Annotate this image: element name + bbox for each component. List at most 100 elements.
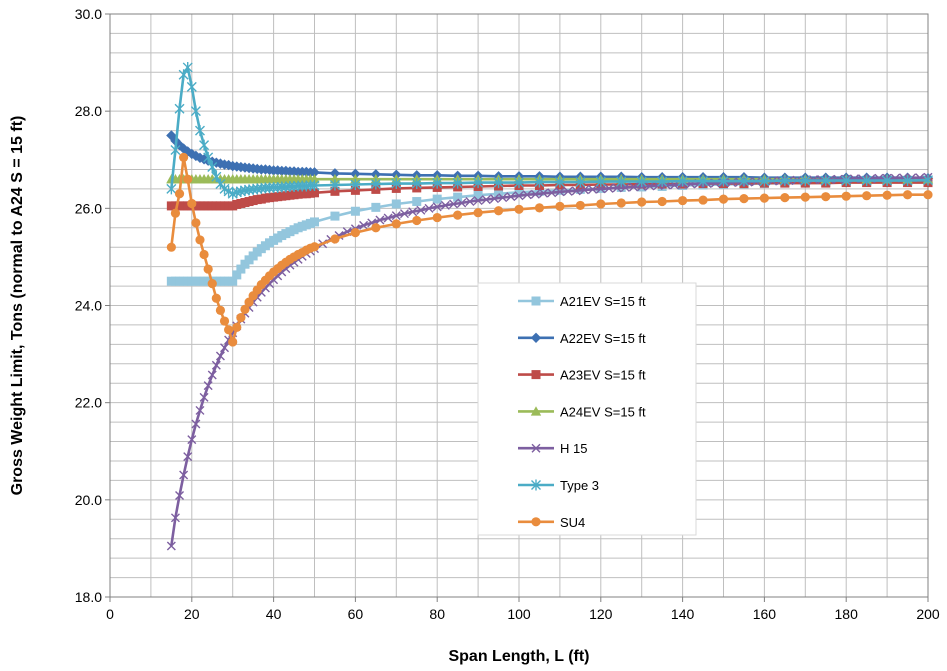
data-point-su4 bbox=[330, 234, 340, 244]
data-point-h-15 bbox=[481, 195, 491, 205]
data-point-h-15 bbox=[604, 183, 614, 193]
y-tick-label: 24.0 bbox=[75, 298, 102, 314]
data-point-h-15 bbox=[440, 200, 450, 210]
data-point-su4 bbox=[224, 325, 234, 335]
legend-item-a24ev-s-15-ft: A24EV S=15 ft bbox=[518, 404, 646, 419]
data-point-type-3 bbox=[174, 103, 185, 115]
data-point-su4 bbox=[219, 316, 230, 326]
data-point-type-3 bbox=[779, 175, 790, 187]
data-point-su4 bbox=[199, 249, 209, 260]
data-point-su4 bbox=[841, 191, 851, 201]
legend-item-a23ev-s-15-ft: A23EV S=15 ft bbox=[518, 368, 646, 383]
data-point-type-3 bbox=[194, 125, 205, 137]
x-tick-label: 140 bbox=[671, 606, 695, 622]
data-point-su4 bbox=[514, 204, 524, 214]
data-point-h-15 bbox=[215, 351, 225, 361]
data-point-su4 bbox=[391, 219, 401, 229]
data-point-type-3 bbox=[882, 175, 893, 187]
y-tick-label: 20.0 bbox=[75, 492, 102, 508]
data-point-a21ev-s-15-ft bbox=[534, 186, 544, 196]
data-point-type-3 bbox=[166, 183, 177, 195]
data-point-su4 bbox=[902, 190, 913, 200]
data-point-h-15 bbox=[211, 360, 221, 370]
data-point-a21ev-s-15-ft bbox=[371, 202, 381, 212]
x-tick-label: 160 bbox=[753, 606, 777, 622]
legend-label: A23EV S=15 ft bbox=[560, 368, 646, 383]
data-point-su4 bbox=[203, 264, 213, 274]
data-point-type-3 bbox=[820, 175, 831, 187]
x-axis-title: Span Length, L (ft) bbox=[448, 648, 589, 665]
x-tick-label: 80 bbox=[429, 606, 445, 622]
legend-marker bbox=[530, 332, 542, 343]
legend-item-h-15: H 15 bbox=[518, 441, 587, 456]
legend-items: A21EV S=15 ft A22EV S=15 ft A23EV S=15 ft A… bbox=[518, 294, 646, 530]
data-point-su4 bbox=[882, 190, 892, 200]
data-point-h-15 bbox=[514, 191, 524, 201]
data-point-su4 bbox=[739, 194, 749, 204]
data-point-a22ev-s-15-ft bbox=[178, 143, 189, 154]
y-tick-label: 18.0 bbox=[75, 589, 102, 605]
data-point-su4 bbox=[211, 293, 221, 303]
data-point-a21ev-s-15-ft bbox=[453, 192, 463, 202]
data-point-su4 bbox=[453, 210, 463, 220]
data-point-su4 bbox=[195, 235, 205, 245]
data-point-a21ev-s-15-ft bbox=[514, 187, 524, 197]
data-point-h-15 bbox=[399, 209, 409, 219]
data-point-type-3 bbox=[350, 179, 361, 191]
data-point-type-3 bbox=[575, 176, 586, 188]
data-point-h-15 bbox=[195, 405, 205, 415]
data-point-h-15 bbox=[166, 541, 176, 551]
data-point-a22ev-s-15-ft bbox=[309, 167, 320, 178]
data-point-su4 bbox=[821, 192, 831, 202]
data-point-su4 bbox=[718, 194, 729, 204]
data-point-su4 bbox=[174, 189, 185, 199]
data-point-su4 bbox=[473, 208, 483, 218]
data-point-h-15 bbox=[207, 370, 217, 380]
legend-label: A24EV S=15 ft bbox=[560, 404, 646, 419]
series-su4 bbox=[166, 152, 933, 347]
data-point-type-3 bbox=[329, 179, 340, 191]
data-point-h-15 bbox=[359, 220, 369, 230]
data-point-type-3 bbox=[841, 175, 852, 187]
legend-label: A22EV S=15 ft bbox=[560, 331, 646, 346]
data-point-h-15 bbox=[465, 197, 475, 207]
data-point-su4 bbox=[207, 279, 217, 289]
data-point-type-3 bbox=[370, 178, 381, 190]
data-point-h-15 bbox=[579, 185, 589, 195]
legend-marker bbox=[530, 406, 542, 416]
data-point-su4 bbox=[170, 208, 181, 218]
data-point-type-3 bbox=[170, 144, 181, 156]
data-point-h-15 bbox=[179, 470, 189, 480]
data-point-su4 bbox=[780, 193, 790, 203]
legend-item-a21ev-s-15-ft: A21EV S=15 ft bbox=[518, 294, 646, 309]
data-point-su4 bbox=[215, 305, 226, 315]
data-point-h-15 bbox=[416, 205, 426, 215]
data-point-type-3 bbox=[452, 177, 463, 189]
data-point-type-3 bbox=[391, 178, 402, 190]
x-tick-label: 120 bbox=[589, 606, 613, 622]
data-point-su4 bbox=[862, 191, 872, 201]
data-point-type-3 bbox=[514, 177, 524, 189]
data-point-h-15 bbox=[547, 188, 557, 198]
data-point-h-15 bbox=[383, 213, 393, 223]
data-point-su4 bbox=[350, 228, 360, 238]
data-point-h-15 bbox=[473, 196, 483, 206]
data-point-type-3 bbox=[800, 175, 811, 187]
legend-label: A21EV S=15 ft bbox=[560, 294, 646, 309]
data-point-type-3 bbox=[616, 176, 627, 188]
y-tick-label: 22.0 bbox=[75, 395, 102, 411]
data-point-type-3 bbox=[595, 176, 606, 188]
legend-marker bbox=[531, 479, 541, 491]
data-point-h-15 bbox=[522, 190, 532, 200]
x-tick-label: 60 bbox=[348, 606, 364, 622]
data-point-su4 bbox=[637, 197, 647, 207]
data-point-a22ev-s-15-ft bbox=[329, 168, 341, 179]
data-point-a21ev-s-15-ft bbox=[350, 206, 360, 216]
data-point-su4 bbox=[575, 200, 585, 211]
data-point-a21ev-s-15-ft bbox=[391, 199, 401, 209]
data-point-type-3 bbox=[657, 176, 668, 188]
legend-marker bbox=[531, 370, 541, 380]
x-tick-label: 100 bbox=[507, 606, 531, 622]
data-point-su4 bbox=[166, 242, 176, 252]
